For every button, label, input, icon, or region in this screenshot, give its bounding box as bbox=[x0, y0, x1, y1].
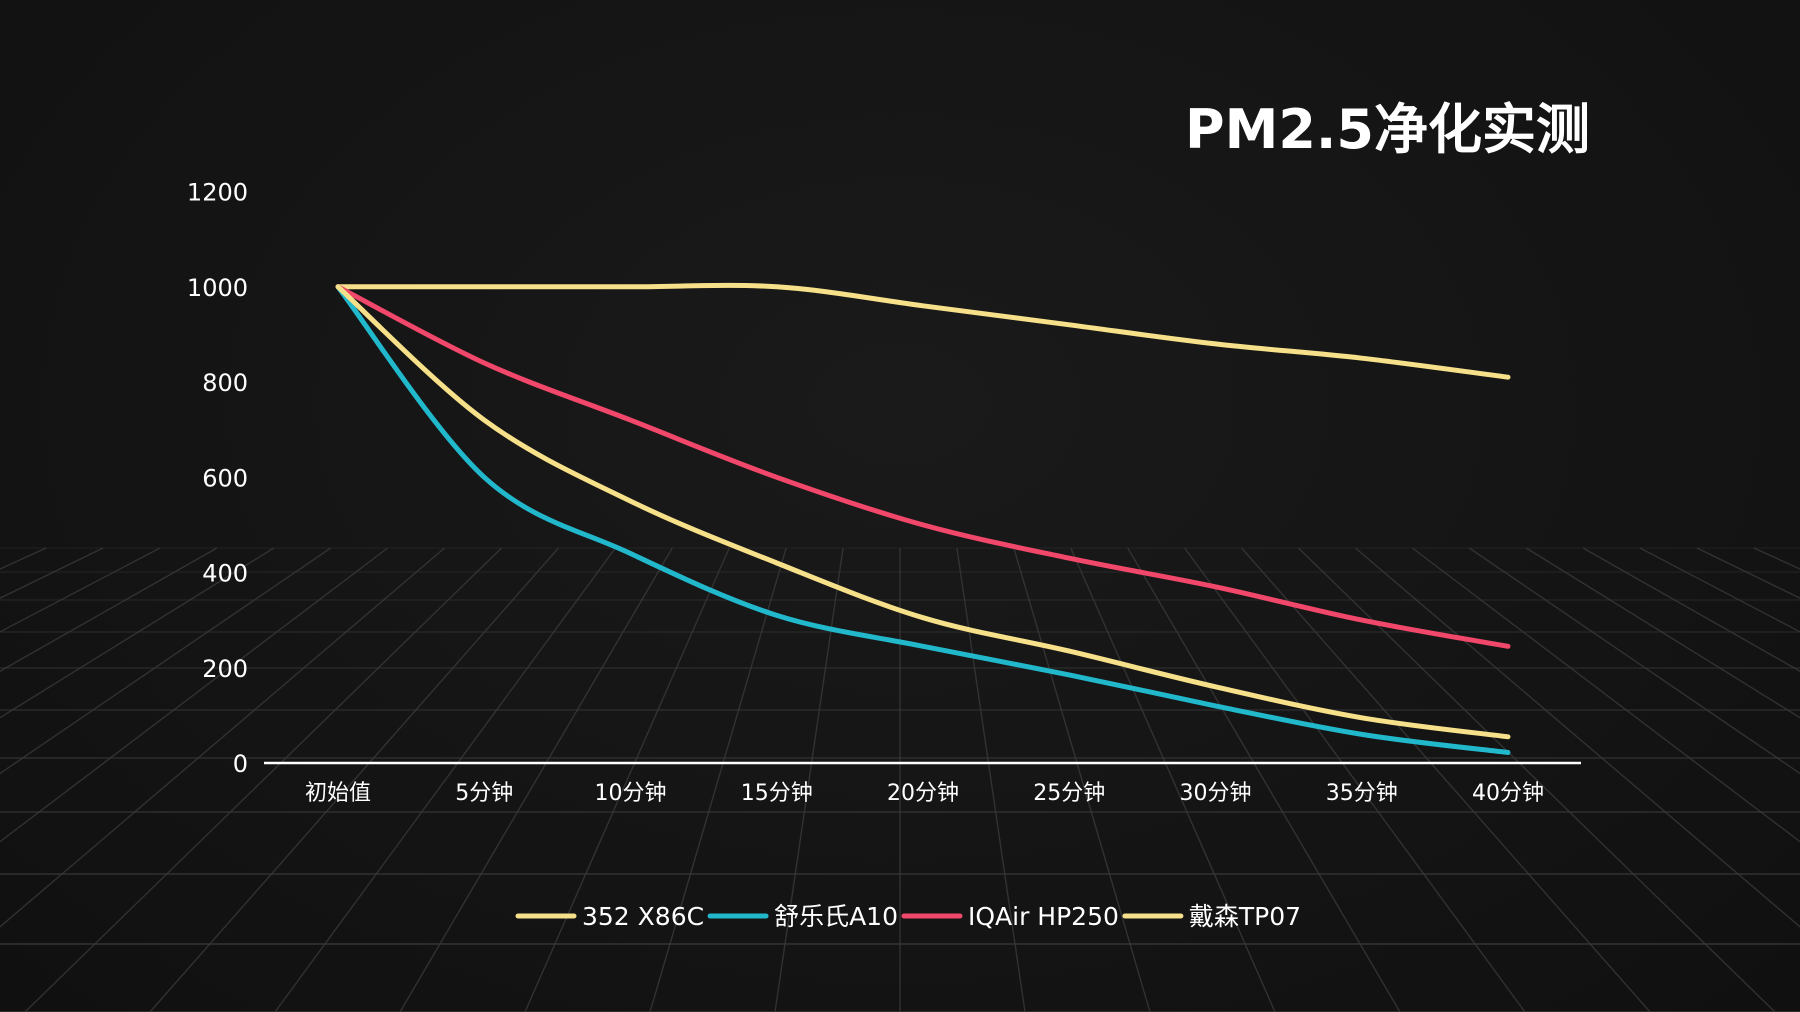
grid-vertical-line bbox=[1241, 547, 1651, 1012]
x-tick-label: 25分钟 bbox=[1033, 781, 1105, 806]
grid-vertical-line bbox=[1013, 547, 1151, 1012]
grid-vertical-line bbox=[0, 547, 47, 570]
grid-vertical-line bbox=[956, 547, 1026, 1012]
grid-vertical-line bbox=[524, 547, 730, 1012]
grid-vertical-line bbox=[149, 547, 559, 1012]
grid-vertical-line bbox=[399, 547, 673, 1012]
grid-vertical-line bbox=[1070, 547, 1276, 1012]
legend-label: 舒乐氏A10 bbox=[774, 902, 898, 931]
legend: 352 X86C 舒乐氏A10 IQAir HP250 戴森TP07 bbox=[515, 902, 1301, 931]
x-tick-label: 30分钟 bbox=[1180, 781, 1252, 806]
x-tick-label: 20分钟 bbox=[887, 781, 959, 806]
series-line-a10 bbox=[335, 284, 1511, 755]
series-lines bbox=[335, 282, 1511, 755]
y-tick-label: 0 bbox=[233, 750, 248, 778]
grid-vertical-line bbox=[1696, 547, 1800, 599]
series-line-iqair-hp250 bbox=[335, 284, 1511, 649]
grid-vertical-line bbox=[0, 547, 389, 843]
legend-label: IQAir HP250 bbox=[968, 902, 1119, 931]
x-axis-ticks: 初始值 5分钟 10分钟 15分钟 20分钟 25分钟 30分钟 35分钟 40分钟 bbox=[305, 781, 1544, 806]
grid-vertical-line bbox=[774, 547, 844, 1012]
chart-title: PM2.5净化实测 bbox=[1185, 98, 1590, 161]
grid-vertical-line bbox=[24, 547, 503, 1012]
grid-vertical-line bbox=[1127, 547, 1401, 1012]
series-line-tp07 bbox=[335, 284, 1511, 740]
grid-vertical-line bbox=[1411, 547, 1800, 843]
y-tick-label: 1000 bbox=[187, 274, 248, 302]
y-tick-label: 600 bbox=[202, 464, 248, 492]
grid-vertical-line bbox=[0, 547, 275, 719]
grid-vertical-line bbox=[274, 547, 616, 1012]
grid-vertical-line bbox=[0, 547, 446, 928]
x-tick-label: 35分钟 bbox=[1326, 781, 1398, 806]
grid-vertical-line bbox=[0, 547, 161, 633]
grid-vertical-line bbox=[1753, 547, 1800, 570]
grid-vertical-line bbox=[0, 547, 332, 775]
grid-vertical-line bbox=[1639, 547, 1800, 633]
y-tick-label: 800 bbox=[202, 369, 248, 397]
x-tick-label: 初始值 bbox=[305, 781, 371, 806]
legend-label: 352 X86C bbox=[582, 902, 704, 931]
grid-vertical-line bbox=[1525, 547, 1800, 719]
x-tick-label: 10分钟 bbox=[595, 781, 667, 806]
legend-label: 戴森TP07 bbox=[1189, 902, 1301, 931]
grid-vertical-line bbox=[1582, 547, 1800, 673]
grid-vertical-line bbox=[1468, 547, 1800, 775]
grid-vertical-line bbox=[1184, 547, 1526, 1012]
x-tick-label: 15分钟 bbox=[741, 781, 813, 806]
grid-vertical-line bbox=[0, 547, 218, 673]
y-tick-label: 400 bbox=[202, 560, 248, 588]
y-tick-label: 200 bbox=[202, 655, 248, 683]
y-axis-ticks: 0 200 400 600 800 1000 1200 bbox=[187, 179, 248, 779]
grid-vertical-line bbox=[0, 547, 104, 599]
grid-vertical-line bbox=[649, 547, 787, 1012]
grid-vertical-line bbox=[1297, 547, 1776, 1012]
series-line-352-x86c bbox=[335, 282, 1511, 380]
grid-vertical-line bbox=[1354, 547, 1800, 928]
x-tick-label: 40分钟 bbox=[1472, 781, 1544, 806]
y-tick-label: 1200 bbox=[187, 179, 248, 207]
perspective-grid bbox=[0, 547, 1800, 1012]
x-tick-label: 5分钟 bbox=[455, 781, 513, 806]
